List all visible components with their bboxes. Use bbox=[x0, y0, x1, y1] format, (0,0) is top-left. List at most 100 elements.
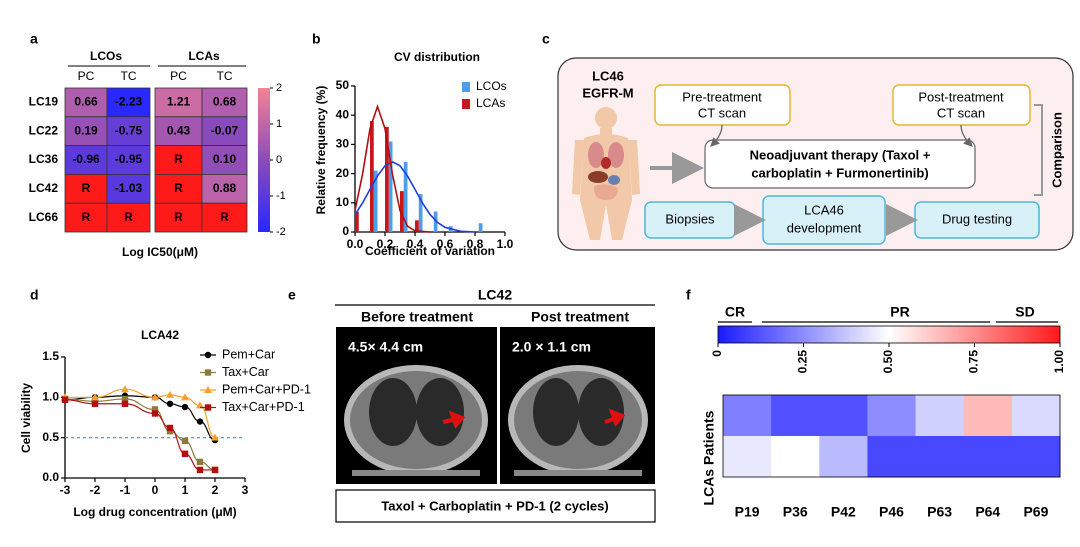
data-point bbox=[196, 466, 204, 474]
data-point bbox=[196, 401, 204, 409]
cell-label: R bbox=[174, 210, 183, 224]
data-point bbox=[181, 403, 189, 411]
data-point bbox=[211, 433, 219, 441]
panel-letter: a bbox=[30, 31, 38, 47]
data-point bbox=[211, 466, 219, 474]
heatmap-cell bbox=[106, 145, 151, 175]
histogram-bar bbox=[388, 141, 393, 232]
legend-label: Tax+Car bbox=[222, 365, 269, 379]
colorbar-tick-label: -2 bbox=[276, 226, 286, 238]
y-axis-label: Relative frequency (%) bbox=[314, 86, 328, 215]
cell-label: R bbox=[124, 210, 133, 224]
column-label: P69 bbox=[1023, 504, 1048, 520]
regimen-box bbox=[335, 489, 656, 523]
colorbar bbox=[717, 325, 1061, 344]
biopsies-label: Biopsies bbox=[665, 211, 715, 226]
heatmap-cell bbox=[1011, 436, 1061, 478]
panel-letter: d bbox=[30, 287, 39, 303]
row-label: LC22 bbox=[29, 123, 59, 137]
column-label: P36 bbox=[783, 504, 808, 520]
histogram-bar bbox=[478, 223, 483, 232]
heatmap-cell bbox=[723, 436, 772, 478]
cell-label: R bbox=[174, 181, 183, 195]
row-label: LC36 bbox=[29, 152, 59, 166]
x-tick-label: 0.0 bbox=[347, 237, 364, 251]
legend-marker bbox=[204, 404, 212, 411]
cell-label: R bbox=[220, 210, 229, 224]
panel-letter: f bbox=[686, 287, 691, 303]
ct-image bbox=[500, 327, 655, 484]
histogram-bar bbox=[415, 220, 419, 232]
data-point bbox=[181, 437, 189, 445]
fit-curve bbox=[354, 161, 476, 233]
therapy-label: Neoadjuvant therapy (Taxol + bbox=[750, 147, 931, 162]
cell-label: 0.19 bbox=[74, 123, 98, 137]
colorbar-tick-label: 0.50 bbox=[881, 350, 895, 374]
panel-letter: b bbox=[312, 31, 321, 47]
x-axis-label: Coefficient of variation bbox=[365, 244, 495, 258]
cell-label: 1.21 bbox=[167, 95, 191, 109]
size-label: 4.5× 4.4 cm bbox=[348, 339, 423, 355]
legend-label: LCOs bbox=[476, 79, 507, 93]
y-tick-label: 0.0 bbox=[42, 470, 59, 484]
body-illustration bbox=[572, 107, 640, 240]
y-tick-label: 1.0 bbox=[42, 390, 59, 404]
heatmap-cell bbox=[154, 145, 203, 175]
data-point bbox=[166, 390, 174, 398]
heatmap-cell bbox=[106, 87, 151, 118]
group-label: LCAs bbox=[188, 49, 220, 63]
heatmap-cell bbox=[201, 87, 248, 118]
panel-letter: e bbox=[288, 287, 296, 303]
y-tick-label: 1.5 bbox=[42, 349, 59, 363]
data-point bbox=[121, 385, 129, 393]
cell-label: -2.23 bbox=[115, 95, 143, 109]
development-label: LCA46 bbox=[804, 202, 844, 217]
cell-label: R bbox=[174, 152, 183, 166]
column-label: TC bbox=[121, 69, 137, 83]
data-point bbox=[196, 418, 204, 425]
heatmap-cell bbox=[201, 202, 248, 233]
therapy-box bbox=[704, 139, 976, 189]
histogram-bar bbox=[370, 121, 374, 232]
colorbar-tick-label: 0.25 bbox=[796, 350, 810, 374]
x-tick-label: 3 bbox=[242, 483, 249, 497]
legend-swatch bbox=[462, 99, 470, 109]
heatmap-cell bbox=[915, 436, 965, 478]
heatmap-cell bbox=[771, 395, 820, 437]
colorbar-tick-label: 2 bbox=[276, 82, 282, 94]
histogram-bar bbox=[373, 170, 378, 232]
cell-label: 0.68 bbox=[213, 95, 237, 109]
legend-label: Tax+Car+PD-1 bbox=[222, 400, 305, 414]
legend-marker bbox=[204, 351, 212, 359]
comparison-label: Comparison bbox=[1049, 112, 1064, 188]
colorbar-tick-label: 0 bbox=[276, 154, 282, 166]
development-label: development bbox=[787, 220, 862, 235]
fit-curve bbox=[64, 399, 215, 471]
colorbar-tick-label: 1 bbox=[276, 118, 282, 130]
panel-title: LC42 bbox=[478, 287, 512, 303]
after-label: Post treatment bbox=[531, 309, 629, 325]
x-tick-label: 0.6 bbox=[437, 237, 454, 251]
x-tick-label: 2 bbox=[212, 483, 219, 497]
data-point bbox=[91, 400, 99, 407]
cell-label: 0.88 bbox=[213, 181, 237, 195]
heatmap-cell bbox=[819, 436, 868, 478]
histogram-bar bbox=[385, 126, 389, 232]
colorbar-tick-label: 0.75 bbox=[967, 350, 981, 374]
heatmap-cell bbox=[867, 395, 917, 437]
fit-curve bbox=[64, 398, 216, 471]
x-axis-label: Log drug concentration (μM) bbox=[73, 505, 236, 519]
colorbar-tick-label: 1.00 bbox=[1052, 350, 1066, 374]
fit-curve bbox=[64, 395, 216, 441]
data-point bbox=[151, 406, 159, 413]
legend-swatch bbox=[462, 82, 470, 92]
legend-marker bbox=[204, 386, 212, 393]
y-tick-label: 20 bbox=[336, 166, 350, 180]
heatmap-cell bbox=[1011, 395, 1061, 437]
x-tick-label: 0 bbox=[152, 483, 159, 497]
cell-label: -0.95 bbox=[115, 152, 143, 166]
data-point bbox=[121, 395, 129, 403]
colorbar-label: Log IC50(μM) bbox=[122, 245, 198, 259]
data-point bbox=[151, 393, 159, 401]
